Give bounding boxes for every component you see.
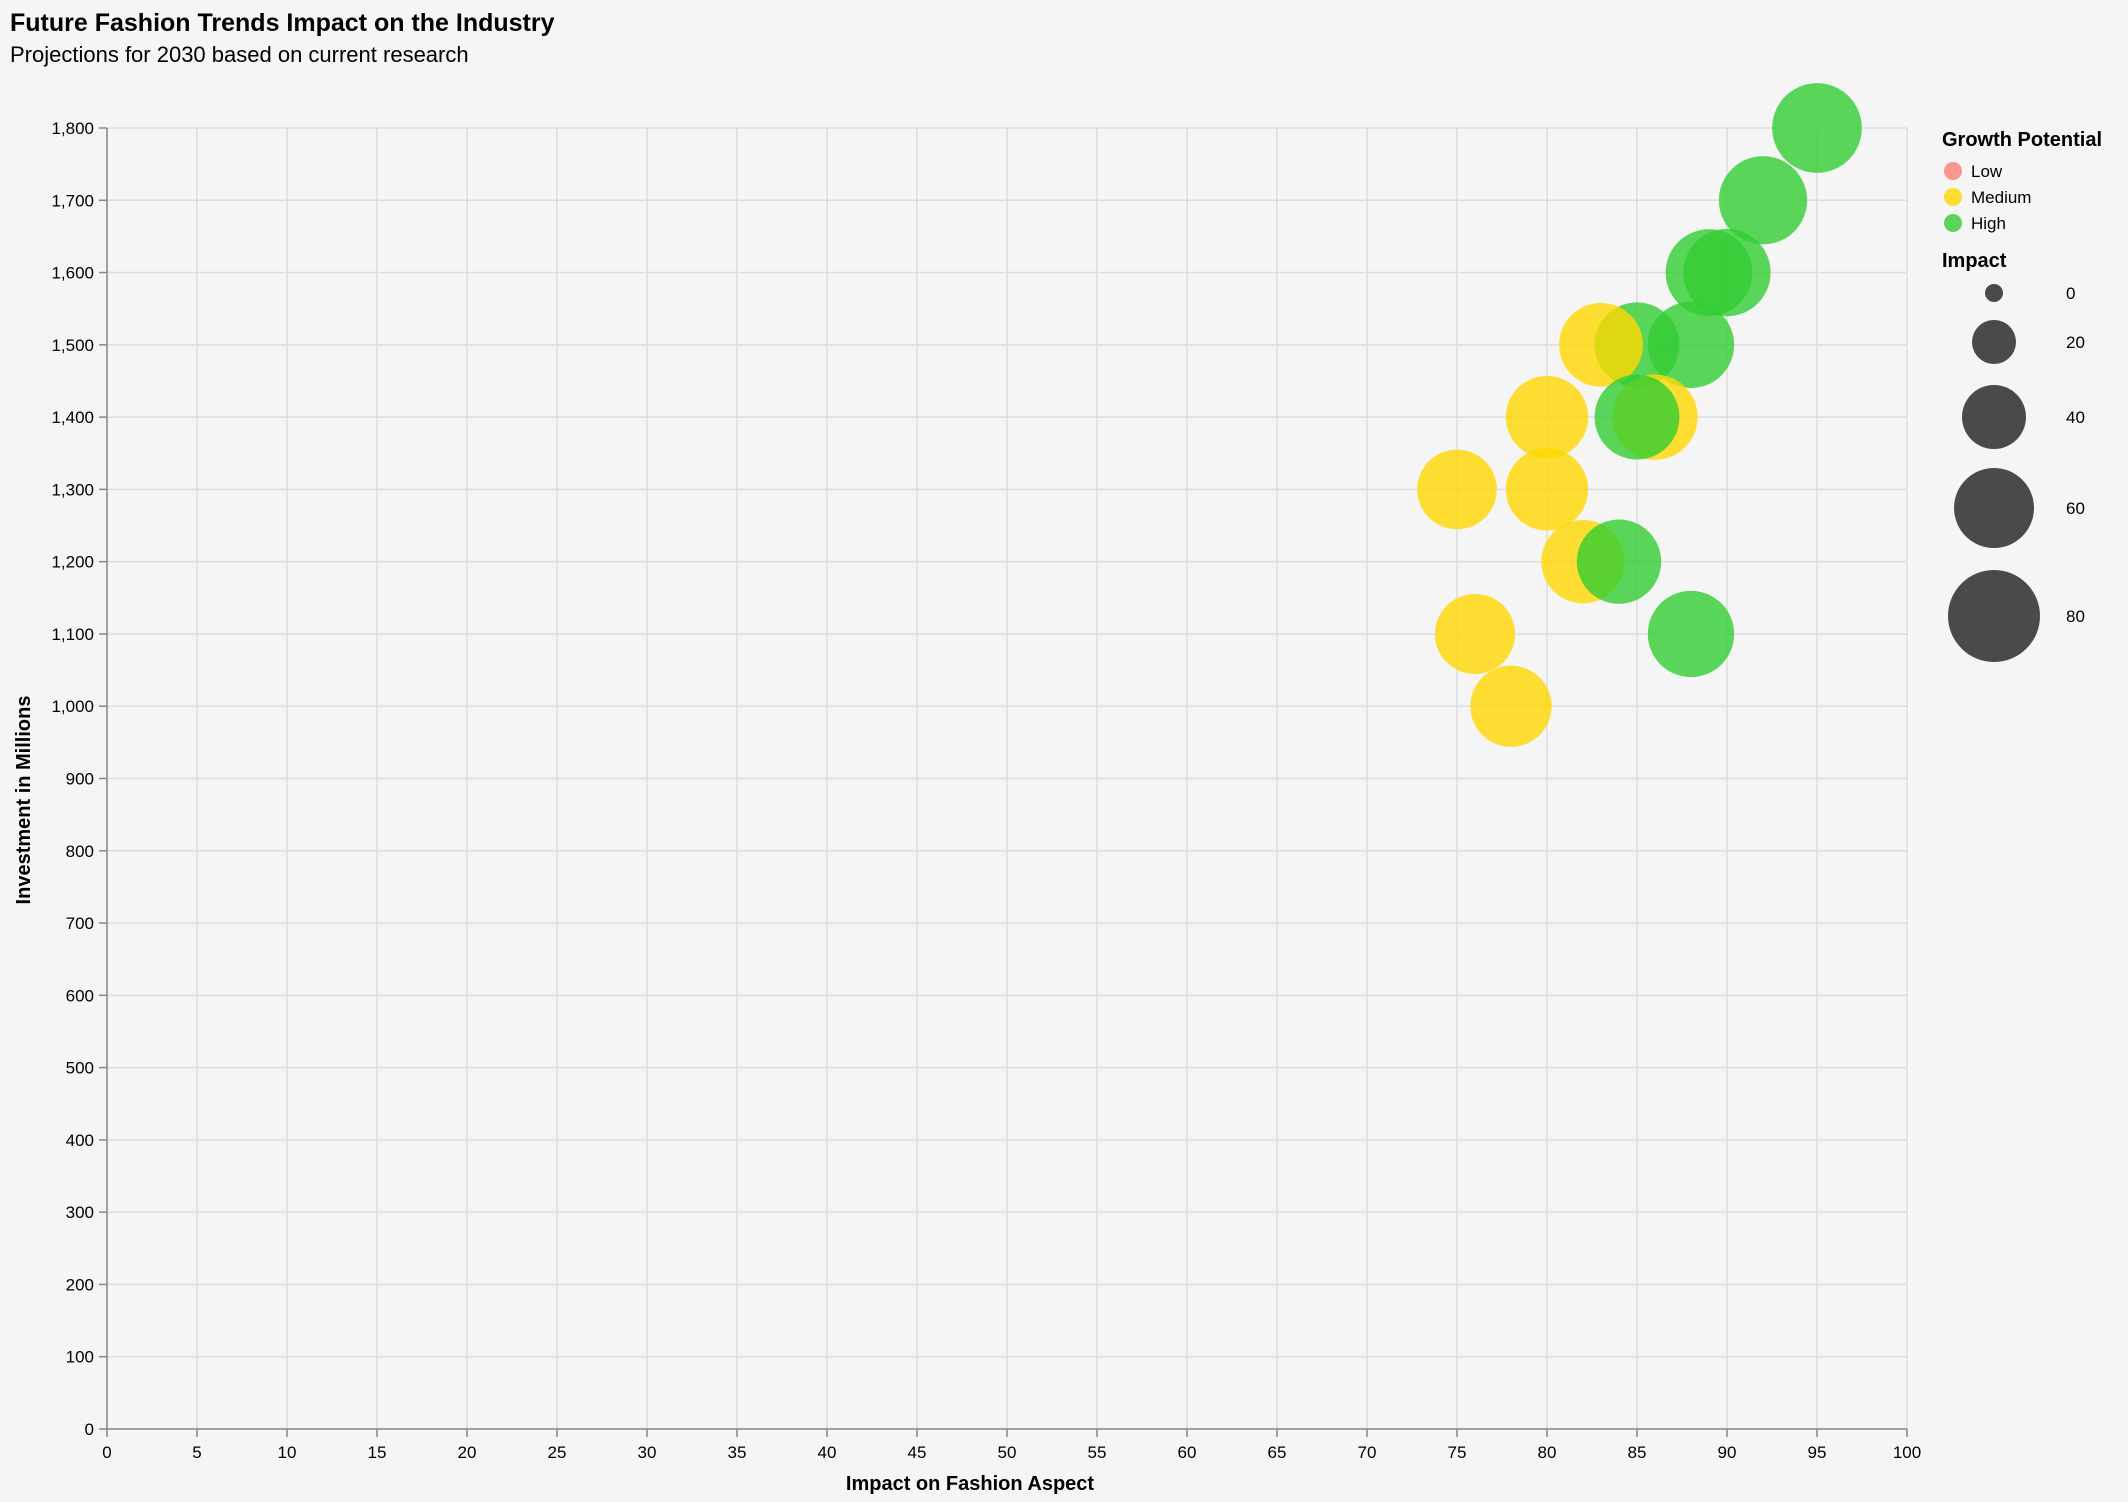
x-tick-label: 90 [1718, 1443, 1737, 1462]
y-tick-label: 100 [66, 1348, 94, 1367]
legend-size-label: 20 [2066, 333, 2085, 352]
y-tick-label: 700 [66, 914, 94, 933]
data-point [1576, 519, 1662, 604]
x-tick-label: 60 [1178, 1443, 1197, 1462]
legend-color-items: Low Medium High [1944, 162, 2031, 233]
legend-color-title: Growth Potential [1942, 129, 2102, 151]
legend-size-swatch [1954, 468, 2034, 548]
x-tick-label: 25 [548, 1443, 567, 1462]
legend-size-label: 40 [2066, 408, 2085, 427]
data-point [1683, 228, 1771, 317]
y-tick-label: 1,800 [51, 119, 94, 138]
marks-layer [1417, 83, 1862, 747]
data-point [1470, 665, 1552, 747]
legend-size-swatch [1972, 320, 2016, 364]
y-tick-label: 1,000 [51, 697, 94, 716]
data-point [1594, 374, 1680, 460]
x-tick-label: 50 [998, 1443, 1017, 1462]
data-point [1647, 590, 1735, 678]
y-tick-label: 1,300 [51, 480, 94, 499]
y-tick-label: 600 [66, 986, 94, 1005]
x-tick-label: 55 [1088, 1443, 1107, 1462]
y-tick-label: 1,500 [51, 336, 94, 355]
data-point [1505, 375, 1589, 459]
x-tick-label: 70 [1358, 1443, 1377, 1462]
legend: Growth Potential Low Medium High Impact 0 2… [1942, 129, 2102, 662]
legend-size-swatch [1948, 570, 2040, 662]
y-tick-label: 300 [66, 1203, 94, 1222]
y-tick-label: 0 [85, 1420, 94, 1439]
y-tick-label: 1,100 [51, 625, 94, 644]
legend-swatch [1944, 214, 1962, 232]
chart-title: Future Fashion Trends Impact on the Indu… [10, 9, 555, 37]
x-tick-label: 5 [192, 1443, 201, 1462]
legend-size-title: Impact [1942, 250, 2007, 272]
legend-swatch [1944, 162, 1962, 180]
legend-size-label: 0 [2066, 284, 2075, 303]
y-tick-label: 1,200 [51, 553, 94, 572]
y-tick-label: 900 [66, 770, 94, 789]
y-tick-label: 1,700 [51, 191, 94, 210]
legend-label: Low [1971, 162, 2003, 181]
legend-swatch [1944, 188, 1962, 206]
data-point [1718, 156, 1808, 245]
data-point [1559, 302, 1643, 387]
axis-layer: 0 5 10 15 20 25 30 35 40 45 50 55 60 65 70 75 80 85 90 95 10… [51, 119, 1921, 1462]
y-tick-label: 400 [66, 1131, 94, 1150]
x-tick-label: 100 [1893, 1443, 1921, 1462]
data-point [1434, 593, 1516, 675]
data-point [1417, 449, 1497, 530]
legend-size-label: 80 [2066, 607, 2085, 626]
x-tick-label: 65 [1268, 1443, 1287, 1462]
x-tick-label: 20 [458, 1443, 477, 1462]
x-tick-label: 0 [102, 1443, 111, 1462]
legend-size-label: 60 [2066, 499, 2085, 518]
x-tick-label: 30 [638, 1443, 657, 1462]
grid-layer [106, 127, 1908, 1430]
chart-subtitle: Projections for 2030 based on current re… [10, 42, 469, 67]
x-tick-label: 10 [278, 1443, 297, 1462]
legend-label: Medium [1971, 188, 2031, 207]
x-tick-label: 95 [1808, 1443, 1827, 1462]
x-tick-label: 40 [818, 1443, 837, 1462]
legend-label: High [1971, 214, 2006, 233]
data-point [1772, 83, 1862, 173]
legend-size-items: 0 20 40 60 80 [1948, 284, 2085, 662]
x-tick-label: 15 [368, 1443, 387, 1462]
x-tick-label: 35 [728, 1443, 747, 1462]
data-point [1505, 448, 1589, 531]
x-tick-label: 45 [908, 1443, 927, 1462]
y-tick-label: 800 [66, 842, 94, 861]
x-axis-title: Impact on Fashion Aspect [846, 1473, 1095, 1495]
x-tick-label: 75 [1448, 1443, 1467, 1462]
y-tick-label: 1,600 [51, 264, 94, 283]
y-tick-label: 200 [66, 1275, 94, 1294]
y-axis-title: Investment in Millions [13, 696, 35, 905]
legend-size-swatch [1985, 284, 2003, 302]
y-tick-label: 500 [66, 1059, 94, 1078]
x-tick-label: 80 [1538, 1443, 1557, 1462]
y-tick-label: 1,400 [51, 408, 94, 427]
x-tick-label: 85 [1628, 1443, 1647, 1462]
legend-size-swatch [1962, 385, 2026, 449]
